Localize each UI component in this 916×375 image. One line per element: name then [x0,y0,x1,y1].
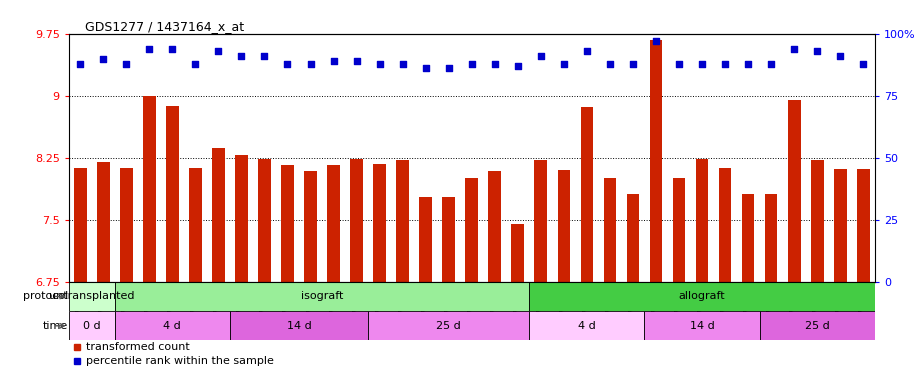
Point [694,60,709,66]
Point [580,48,594,54]
Bar [69,311,114,340]
Text: 0 d: 0 d [83,321,101,331]
Bar [765,194,778,282]
Point [833,53,847,59]
Bar [230,311,368,340]
Bar [166,106,179,282]
Bar [374,164,386,282]
Point [649,38,663,44]
Bar [696,159,708,282]
Bar [742,194,755,282]
Text: time: time [43,321,68,331]
Text: percentile rank within the sample: percentile rank within the sample [86,356,274,366]
Bar [465,178,478,282]
Text: 14 d: 14 d [287,321,311,331]
Bar [420,196,432,282]
Text: protocol: protocol [23,291,68,302]
Bar [442,196,455,282]
Bar [627,194,639,282]
Point [234,53,249,59]
Bar [719,168,731,282]
Point [464,60,479,66]
Bar [397,160,409,282]
Bar [488,171,501,282]
Text: isograft: isograft [300,291,344,302]
Bar [834,168,846,282]
Point [165,46,180,52]
Text: 14 d: 14 d [690,321,714,331]
Text: untransplanted: untransplanted [49,291,135,302]
Point [671,60,686,66]
Point [211,48,225,54]
Bar [304,171,317,282]
Point [810,48,824,54]
Bar [69,282,114,311]
Point [372,60,387,66]
Point [487,60,502,66]
Point [626,60,640,66]
Bar [281,165,294,282]
Text: 25 d: 25 d [805,321,830,331]
Point [442,66,456,72]
Bar [189,168,202,282]
Point [119,60,134,66]
Text: 25 d: 25 d [436,321,461,331]
Bar [672,178,685,282]
Text: transformed count: transformed count [86,342,191,352]
Point [96,56,111,62]
Text: 4 d: 4 d [578,321,595,331]
Bar [143,96,156,282]
Bar [649,40,662,282]
Point [396,60,410,66]
Bar [350,159,363,282]
Point [257,53,272,59]
Point [142,46,157,52]
Point [349,58,364,64]
Bar [114,282,529,311]
Bar [581,107,594,282]
Bar [258,159,271,282]
Bar [535,160,547,282]
Point [764,60,779,66]
Bar [604,178,616,282]
Point [533,53,548,59]
Point [303,60,318,66]
Point [741,60,756,66]
Bar [759,311,875,340]
Bar [120,168,133,282]
Bar [857,168,869,282]
Bar [114,311,230,340]
Bar [645,311,759,340]
Point [603,60,617,66]
Bar [235,155,247,282]
Point [718,60,733,66]
Point [280,60,295,66]
Bar [811,160,823,282]
Text: 4 d: 4 d [163,321,181,331]
Bar [97,162,110,282]
Bar [74,168,86,282]
Bar [788,100,801,282]
Text: allograft: allograft [679,291,725,302]
Bar [368,311,529,340]
Point [326,58,341,64]
Bar [327,165,340,282]
Point [510,63,525,69]
Text: GDS1277 / 1437164_x_at: GDS1277 / 1437164_x_at [85,20,244,33]
Bar [511,224,524,282]
Point [73,60,88,66]
Point [419,66,433,72]
Point [856,60,870,66]
Bar [213,148,224,282]
Bar [529,311,645,340]
Point [557,60,572,66]
Point [787,46,802,52]
Bar [529,282,875,311]
Point [188,60,202,66]
Bar [558,170,570,282]
